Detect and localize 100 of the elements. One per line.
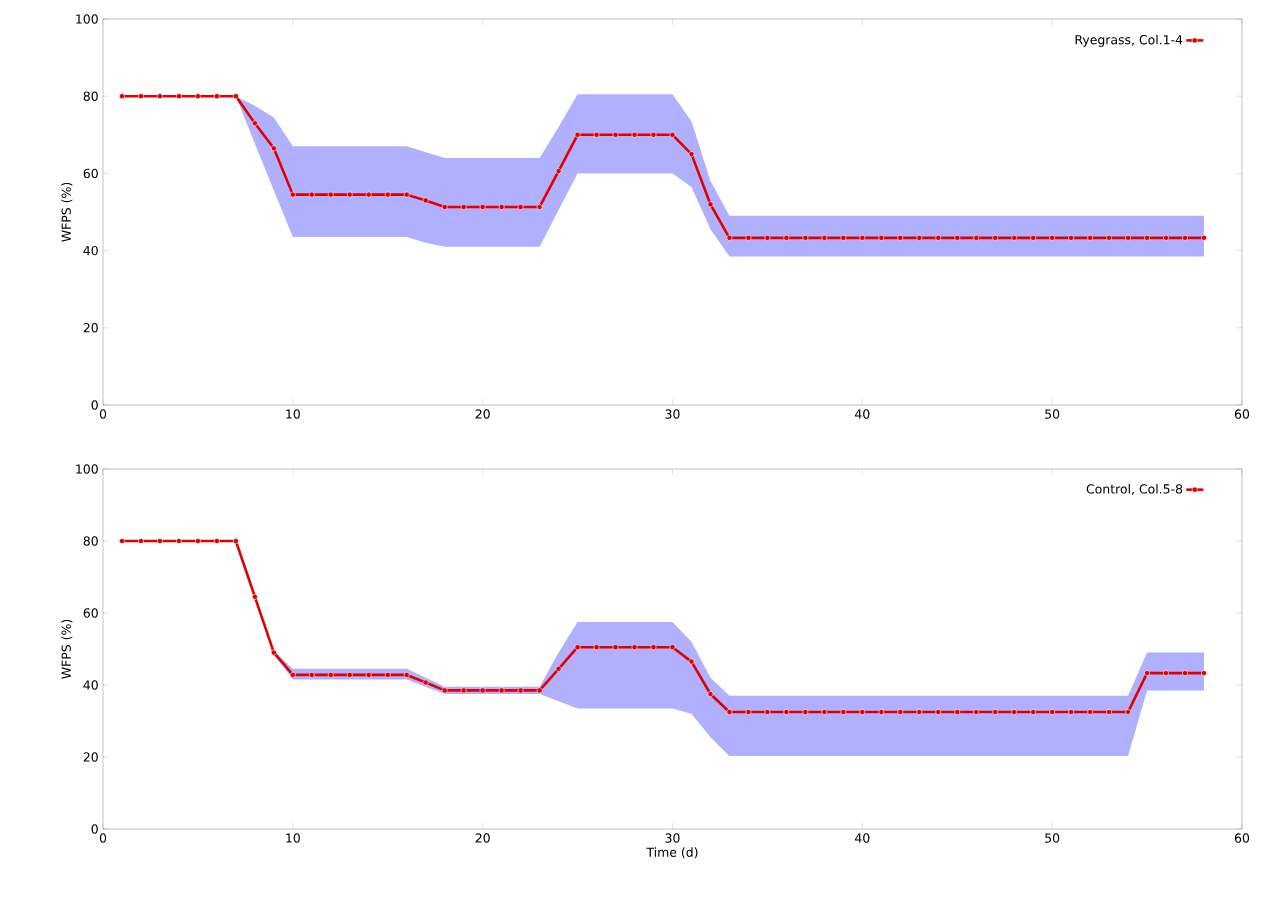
point xyxy=(308,191,315,198)
point xyxy=(726,709,733,715)
y-axis-title: WFPS (%) xyxy=(61,619,73,679)
y-tick-label: 100 xyxy=(76,14,98,24)
point xyxy=(688,151,695,157)
point xyxy=(1030,234,1037,241)
y-tick-label: 60 xyxy=(83,168,98,179)
point xyxy=(783,234,790,241)
point xyxy=(973,234,980,241)
point xyxy=(536,204,543,210)
legend-label: Ryegrass, Col.1-4 xyxy=(1075,34,1183,47)
point xyxy=(498,204,505,210)
point xyxy=(479,687,486,694)
point xyxy=(289,191,296,198)
point xyxy=(1049,234,1056,241)
point xyxy=(1011,709,1018,715)
point xyxy=(365,191,372,198)
point xyxy=(954,234,961,241)
point xyxy=(764,234,771,241)
point xyxy=(992,709,999,715)
x-tick-label: 40 xyxy=(855,409,870,419)
point xyxy=(859,709,866,715)
point xyxy=(1125,234,1131,241)
point xyxy=(214,93,220,100)
x-tick-label: 10 xyxy=(286,409,300,419)
point xyxy=(859,234,866,241)
y-tick-label: 60 xyxy=(83,608,98,618)
point xyxy=(536,687,543,694)
y-tick-label: 40 xyxy=(83,680,98,690)
point xyxy=(346,672,353,678)
x-tick-label: 30 xyxy=(665,833,680,843)
y-tick-label: 100 xyxy=(76,464,98,474)
point xyxy=(384,672,391,678)
point xyxy=(669,131,676,138)
x-tick-label: 60 xyxy=(1234,833,1250,843)
point xyxy=(802,234,809,241)
point xyxy=(176,93,182,100)
point xyxy=(650,644,657,651)
point xyxy=(593,131,600,138)
point xyxy=(707,691,714,697)
point xyxy=(745,709,752,715)
point xyxy=(460,687,467,694)
point xyxy=(176,538,182,544)
point xyxy=(593,644,600,651)
point xyxy=(270,649,277,656)
point xyxy=(821,234,828,241)
point xyxy=(745,234,752,241)
x-tick-label: 50 xyxy=(1045,833,1060,843)
point xyxy=(214,538,220,544)
y-tick-label: 20 xyxy=(83,752,98,762)
point xyxy=(1144,234,1150,241)
point xyxy=(157,93,163,100)
point xyxy=(441,204,448,210)
x-tick-label: 20 xyxy=(475,409,490,419)
point xyxy=(954,709,961,715)
point xyxy=(232,93,239,100)
point xyxy=(555,665,562,672)
point xyxy=(726,234,733,241)
point xyxy=(138,93,144,100)
point xyxy=(973,709,980,715)
point xyxy=(498,687,505,694)
x-tick-label: 0 xyxy=(99,409,107,419)
point xyxy=(1201,670,1207,677)
point xyxy=(916,234,923,241)
point xyxy=(1087,709,1093,715)
point xyxy=(157,538,163,544)
point xyxy=(403,191,410,198)
x-tick-label: 60 xyxy=(1234,409,1250,419)
point xyxy=(1163,670,1169,677)
x-axis-title: Time (d) xyxy=(646,847,698,859)
point xyxy=(650,131,657,138)
point xyxy=(935,709,942,715)
point xyxy=(897,709,904,715)
y-tick-label: 20 xyxy=(83,323,98,333)
point xyxy=(1182,234,1188,241)
point xyxy=(783,709,790,715)
point xyxy=(119,538,125,544)
y-tick-label: 80 xyxy=(83,91,98,101)
y-tick-label: 0 xyxy=(91,400,98,410)
point xyxy=(460,204,467,210)
point xyxy=(251,593,258,600)
point xyxy=(384,191,391,198)
y-axis-title: WFPS (%) xyxy=(61,182,73,242)
point xyxy=(574,131,581,138)
point xyxy=(195,93,201,100)
point xyxy=(403,672,410,678)
x-tick-label: 50 xyxy=(1045,409,1060,419)
point xyxy=(802,709,809,715)
point xyxy=(612,131,619,138)
point xyxy=(517,204,524,210)
point xyxy=(555,168,562,174)
x-tick-label: 10 xyxy=(286,833,300,843)
point xyxy=(631,644,638,651)
point xyxy=(764,709,771,715)
point xyxy=(1163,234,1169,241)
point xyxy=(821,709,828,715)
y-tick-label: 0 xyxy=(91,824,98,834)
point xyxy=(365,672,372,678)
y-tick-label: 40 xyxy=(83,245,98,256)
point xyxy=(1125,709,1131,715)
